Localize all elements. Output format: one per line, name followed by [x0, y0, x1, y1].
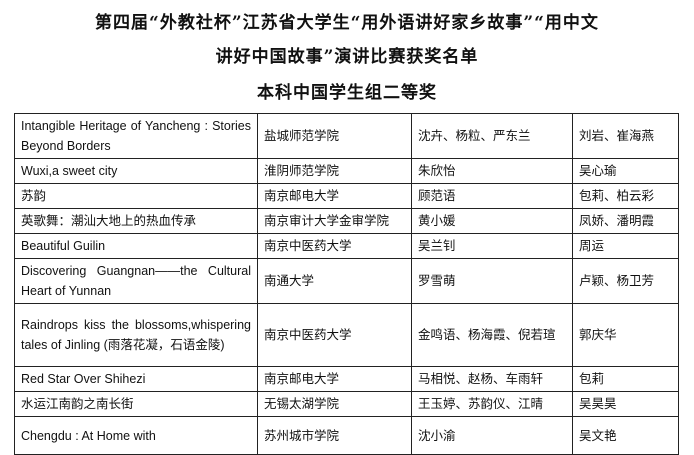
school-cell: 无锡太湖学院: [257, 391, 412, 417]
award-category-heading: 本科中国学生组二等奖: [257, 83, 437, 103]
advisors-cell: 吴昊昊: [572, 391, 679, 417]
school-cell: 南通大学: [257, 258, 412, 304]
advisors-cell: 吴文艳: [572, 416, 679, 455]
entry-title-cell: Discovering Guangnan——the Cultural Heart…: [14, 258, 258, 304]
school-cell: 南京邮电大学: [257, 366, 412, 392]
entry-title-cell: 英歌舞：潮汕大地上的热血传承: [14, 208, 258, 234]
students-cell: 罗雪萌: [411, 258, 573, 304]
advisors-cell: 凤娇、潘明霞: [572, 208, 679, 234]
school-cell: 苏州城市学院: [257, 416, 412, 455]
advisors-cell: 包莉、柏云彩: [572, 183, 679, 209]
table-row: Red Star Over Shihezi 南京邮电大学 马相悦、赵杨、车雨轩 包莉: [14, 366, 679, 392]
students-cell: 黄小媛: [411, 208, 573, 234]
table-row: Intangible Heritage of Yancheng : Storie…: [14, 113, 679, 159]
students-cell: 金鸣语、杨海霞、倪若瑄: [411, 303, 573, 367]
entry-title-cell: 水运江南韵之南长街: [14, 391, 258, 417]
students-cell: 朱欣怡: [411, 158, 573, 184]
entry-title-cell: Red Star Over Shihezi: [14, 366, 258, 392]
table-row: 水运江南韵之南长街 无锡太湖学院 王玉婷、苏韵仪、江晴 吴昊昊: [14, 391, 679, 417]
school-cell: 盐城师范学院: [257, 113, 412, 159]
advisors-cell: 郭庆华: [572, 303, 679, 367]
table-row: 英歌舞：潮汕大地上的热血传承 南京审计大学金审学院 黄小媛 凤娇、潘明霞: [14, 208, 679, 234]
entry-title-cell: Intangible Heritage of Yancheng : Storie…: [14, 113, 258, 159]
students-cell: 沈卉、杨粒、严东兰: [411, 113, 573, 159]
table-row: Raindrops kiss the blossoms,whispering t…: [14, 303, 679, 367]
entry-title-cell: 苏韵: [14, 183, 258, 209]
table-row: Discovering Guangnan——the Cultural Heart…: [14, 258, 679, 304]
entry-title-cell: Chengdu : At Home with: [14, 416, 258, 455]
school-cell: 南京邮电大学: [257, 183, 412, 209]
school-cell: 南京审计大学金审学院: [257, 208, 412, 234]
table-row: Chengdu : At Home with 苏州城市学院 沈小渝 吴文艳: [14, 416, 679, 455]
award-table: Intangible Heritage of Yancheng : Storie…: [14, 113, 679, 455]
table-row: 苏韵 南京邮电大学 顾范语 包莉、柏云彩: [14, 183, 679, 209]
table-row: Wuxi,a sweet city 淮阴师范学院 朱欣怡 吴心瑜: [14, 158, 679, 184]
students-cell: 沈小渝: [411, 416, 573, 455]
advisors-cell: 刘岩、崔海燕: [572, 113, 679, 159]
advisors-cell: 周运: [572, 233, 679, 259]
school-cell: 淮阴师范学院: [257, 158, 412, 184]
students-cell: 王玉婷、苏韵仪、江晴: [411, 391, 573, 417]
advisors-cell: 包莉: [572, 366, 679, 392]
students-cell: 马相悦、赵杨、车雨轩: [411, 366, 573, 392]
entry-title-cell: Raindrops kiss the blossoms,whispering t…: [14, 303, 258, 367]
students-cell: 顾范语: [411, 183, 573, 209]
school-cell: 南京中医药大学: [257, 303, 412, 367]
advisors-cell: 卢颖、杨卫芳: [572, 258, 679, 304]
document-title-line2: 讲好中国故事”演讲比赛获奖名单: [215, 47, 479, 67]
school-cell: 南京中医药大学: [257, 233, 412, 259]
students-cell: 吴兰钊: [411, 233, 573, 259]
advisors-cell: 吴心瑜: [572, 158, 679, 184]
table-row: Beautiful Guilin 南京中医药大学 吴兰钊 周运: [14, 233, 679, 259]
document-title-line1: 第四届“外教社杯”江苏省大学生“用外语讲好家乡故事”“用中文: [95, 13, 599, 33]
entry-title-cell: Wuxi,a sweet city: [14, 158, 258, 184]
entry-title-cell: Beautiful Guilin: [14, 233, 258, 259]
